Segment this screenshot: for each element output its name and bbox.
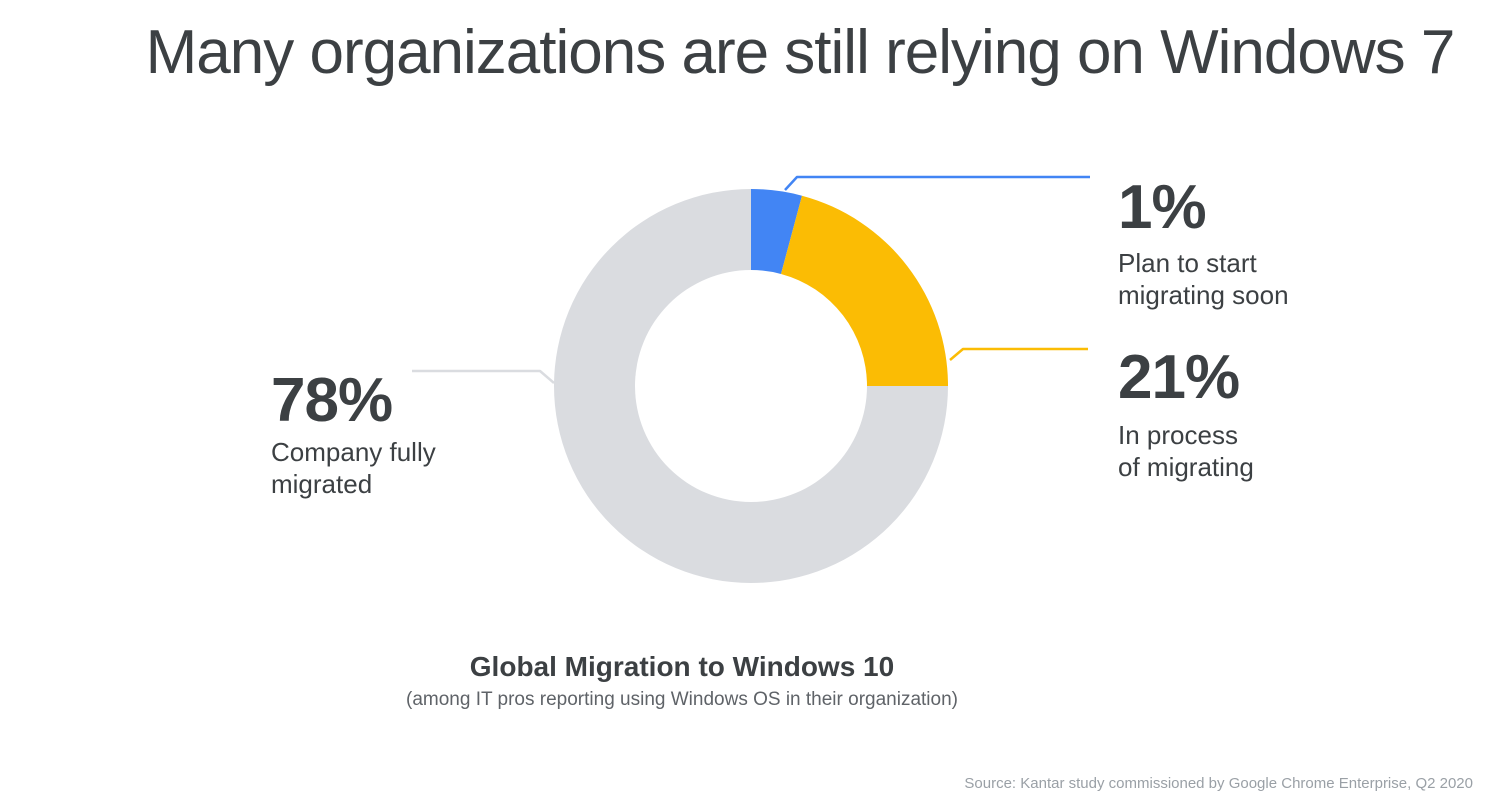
description-line: Plan to start — [1118, 248, 1257, 278]
segment-description-company-fully-migrated: Company fully migrated — [271, 436, 436, 500]
segment-label-company-fully-migrated: 78% Company fully migrated — [271, 366, 436, 500]
segment-description-plan-to-start: Plan to start migrating soon — [1118, 247, 1289, 311]
description-line: Company fully — [271, 437, 436, 467]
donut-chart — [412, 175, 1090, 583]
percent-value-78: 78% — [271, 366, 393, 435]
donut-segment-plan-to-start — [751, 189, 802, 274]
description-line: In process — [1118, 420, 1238, 450]
chart-title: Global Migration to Windows 10 — [469, 651, 895, 682]
description-line: of migrating — [1118, 452, 1254, 482]
description-line: migrated — [271, 469, 373, 499]
segment-label-in-process: 21% In process of migrating — [1118, 343, 1254, 483]
callout-line-plan-to-start — [784, 175, 1090, 191]
segment-label-plan-to-start: 1% Plan to start migrating soon — [1118, 173, 1289, 311]
percent-value-21: 21% — [1118, 343, 1240, 412]
callout-line-in-process — [949, 347, 1088, 361]
percent-value-1: 1% — [1118, 173, 1207, 242]
callout-line-company-fully-migrated — [412, 369, 555, 384]
description-line: migrating soon — [1118, 280, 1289, 310]
page-title: Many organizations are still relying on … — [145, 18, 1456, 87]
chart-subtitle: (among IT pros reporting using Windows O… — [406, 689, 958, 710]
chart-caption: Global Migration to Windows 10 (among IT… — [0, 650, 1364, 712]
donut-segment-company-fully-migrated — [554, 189, 948, 583]
donut-segment-in-process — [781, 195, 948, 386]
source-attribution: Source: Kantar study commissioned by Goo… — [964, 775, 1473, 792]
segment-description-in-process: In process of migrating — [1118, 419, 1254, 483]
